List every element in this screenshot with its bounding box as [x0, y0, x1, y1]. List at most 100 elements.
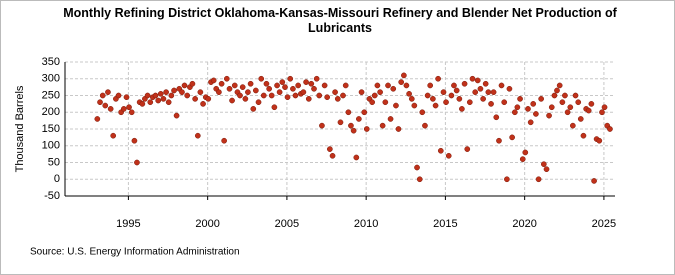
point [538, 96, 544, 102]
point [501, 99, 508, 106]
point [448, 92, 455, 99]
point [311, 85, 317, 92]
point [184, 92, 191, 99]
point [408, 96, 415, 102]
point [511, 109, 518, 116]
point [266, 85, 272, 92]
point [395, 126, 402, 132]
point [300, 89, 307, 96]
point [157, 90, 164, 97]
point [160, 96, 167, 102]
point [192, 96, 198, 102]
point [332, 89, 338, 96]
point [575, 99, 582, 106]
point [556, 82, 563, 89]
point [509, 134, 515, 141]
point [377, 89, 383, 96]
point [369, 99, 376, 106]
point [398, 79, 405, 85]
x-tick-label: 1995 [116, 218, 140, 230]
point [530, 101, 537, 107]
point [371, 92, 378, 99]
point [585, 107, 592, 114]
point [263, 80, 270, 87]
point [102, 102, 109, 109]
point [126, 104, 132, 111]
y-tick-label: -50 [44, 190, 60, 202]
point [517, 96, 523, 102]
point [562, 92, 568, 99]
point [123, 94, 130, 101]
point [459, 106, 465, 112]
point [469, 75, 476, 82]
point [406, 90, 412, 97]
point [477, 85, 484, 92]
point [533, 111, 539, 117]
point [451, 82, 457, 89]
point [327, 146, 333, 152]
point [540, 161, 547, 168]
x-tick-label: 2025 [592, 218, 616, 230]
point [577, 116, 584, 122]
point [345, 109, 352, 116]
point [313, 75, 320, 82]
point [282, 84, 288, 90]
point [250, 106, 257, 112]
point [337, 119, 344, 126]
y-tick-label: 150 [42, 123, 60, 135]
point [181, 82, 188, 89]
point [231, 82, 238, 89]
point [504, 176, 510, 183]
point [260, 92, 267, 99]
point [223, 75, 230, 82]
point [295, 82, 302, 89]
point [258, 75, 265, 82]
point [535, 176, 542, 183]
point [144, 92, 151, 99]
point [200, 101, 206, 107]
point [440, 89, 447, 96]
point [147, 99, 154, 106]
point [443, 99, 449, 106]
point [435, 75, 441, 82]
point [390, 85, 397, 92]
x-tick-label: 2005 [275, 218, 299, 230]
point [393, 102, 399, 109]
point [432, 102, 439, 109]
point [324, 94, 331, 101]
point [276, 89, 283, 96]
point [168, 92, 175, 99]
point [353, 154, 360, 161]
point [255, 99, 262, 106]
point [245, 89, 251, 96]
point [340, 92, 346, 99]
point [522, 149, 529, 156]
y-tick-label: 100 [42, 140, 60, 152]
point [99, 92, 106, 99]
point [551, 92, 558, 99]
point [363, 126, 370, 132]
point [466, 99, 473, 106]
point [358, 89, 365, 96]
point [599, 109, 605, 116]
point [385, 82, 391, 89]
point [580, 132, 587, 139]
point [474, 77, 481, 84]
point [546, 112, 552, 119]
x-tick-label: 2000 [195, 218, 219, 230]
point [554, 87, 560, 94]
point [350, 127, 357, 134]
point [424, 92, 431, 99]
point [596, 137, 603, 144]
point [480, 96, 486, 102]
point [427, 82, 434, 89]
point [488, 101, 494, 107]
point [416, 176, 423, 183]
point [543, 166, 550, 173]
point [271, 104, 278, 111]
point [194, 132, 201, 139]
point [205, 96, 212, 102]
point [210, 77, 217, 84]
